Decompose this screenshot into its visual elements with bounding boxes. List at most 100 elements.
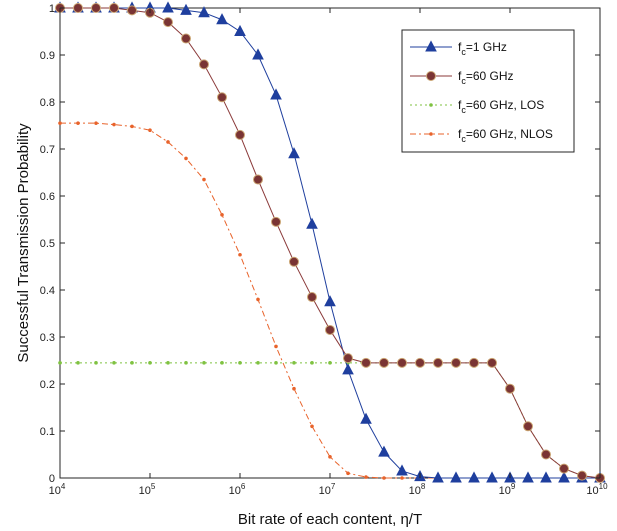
y-tick-label: 1 (49, 3, 55, 15)
data-point (523, 421, 534, 432)
data-point (163, 17, 174, 28)
y-axis-label: Successful Transmission Probability (15, 123, 32, 363)
data-point (274, 361, 278, 365)
y-tick-label: 0.3 (40, 332, 55, 344)
data-point (307, 292, 318, 303)
data-point (382, 476, 386, 480)
legend-swatch-marker (429, 103, 433, 107)
legend-label: fc=1 GHz (458, 40, 507, 57)
data-point (148, 361, 152, 365)
data-point (58, 361, 62, 365)
data-point (202, 177, 206, 182)
data-point (76, 361, 80, 365)
data-point (328, 455, 332, 459)
x-tick-label: 107 (319, 482, 336, 497)
ticks-layer: 104 105 106 107 108 109 1010 0 0.1 0.2 0.3 0.4 0.5 0.… (40, 3, 608, 497)
data-point (58, 121, 62, 125)
data-point (130, 124, 134, 129)
data-point (184, 156, 188, 161)
data-point (91, 3, 102, 13)
data-point (577, 470, 588, 481)
data-point (198, 6, 210, 18)
y-tick-label: 0.6 (40, 191, 55, 203)
data-point (238, 252, 242, 257)
series-layer (54, 1, 606, 483)
data-point (378, 445, 390, 457)
data-point (396, 464, 408, 476)
data-point (360, 412, 372, 424)
data-point (166, 361, 170, 365)
data-point (127, 5, 138, 16)
y-tick-label: 0.4 (40, 285, 55, 297)
data-point (306, 217, 318, 229)
legend-swatch-marker (426, 71, 436, 81)
y-tick-label: 0.5 (40, 238, 55, 250)
data-point (328, 361, 332, 365)
data-point (184, 361, 188, 365)
data-point (112, 122, 116, 127)
data-point (310, 361, 314, 365)
data-point (94, 361, 98, 365)
legend-swatch-marker (425, 40, 437, 52)
data-point (468, 471, 480, 483)
x-tick-label: 106 (229, 482, 246, 497)
data-point (324, 295, 336, 307)
data-point (450, 471, 462, 483)
series-1 (55, 3, 605, 483)
data-point (361, 357, 372, 368)
data-point (486, 471, 498, 483)
data-point (202, 361, 206, 365)
data-point (181, 33, 192, 44)
y-tick-label: 0.9 (40, 50, 55, 62)
x-tick-label: 104 (49, 482, 66, 497)
data-point (216, 13, 228, 25)
data-point (540, 471, 552, 483)
data-point (253, 174, 264, 185)
data-point (252, 48, 264, 60)
data-point (505, 383, 515, 394)
data-point (343, 353, 354, 364)
data-point (346, 471, 350, 476)
data-point (130, 361, 134, 365)
data-point (180, 3, 192, 15)
data-point (238, 361, 242, 365)
data-point (288, 147, 300, 159)
y-tick-label: 0.7 (40, 144, 55, 156)
data-point (270, 88, 282, 100)
y-tick-label: 0.2 (40, 379, 55, 391)
legend-label: fc=60 GHz, LOS (458, 98, 544, 115)
data-point (558, 471, 570, 483)
y-tick-label: 0.1 (40, 426, 55, 438)
data-point (166, 140, 170, 144)
y-tick-label: 0 (49, 473, 55, 485)
data-point (342, 363, 354, 375)
data-point (397, 357, 408, 368)
data-point (522, 471, 534, 483)
x-tick-label: 1010 (586, 482, 608, 497)
data-point (487, 357, 498, 368)
data-point (325, 324, 335, 335)
data-point (451, 357, 462, 368)
data-point (468, 357, 479, 368)
data-point (256, 297, 260, 302)
data-point (94, 121, 98, 125)
data-point (288, 256, 299, 267)
data-point (220, 213, 224, 217)
data-point (235, 129, 245, 140)
data-point (378, 357, 389, 368)
data-point (271, 216, 282, 227)
data-point (108, 3, 119, 13)
data-point (76, 121, 80, 125)
data-point (198, 59, 209, 70)
data-point (292, 361, 296, 365)
data-point (274, 344, 278, 349)
data-point (162, 1, 174, 13)
data-point (73, 3, 84, 13)
data-point (148, 128, 152, 132)
data-point (112, 361, 116, 365)
data-point (433, 357, 444, 368)
data-point (400, 476, 404, 480)
legend-label: fc=60 GHz (458, 69, 514, 86)
data-point (217, 92, 228, 103)
